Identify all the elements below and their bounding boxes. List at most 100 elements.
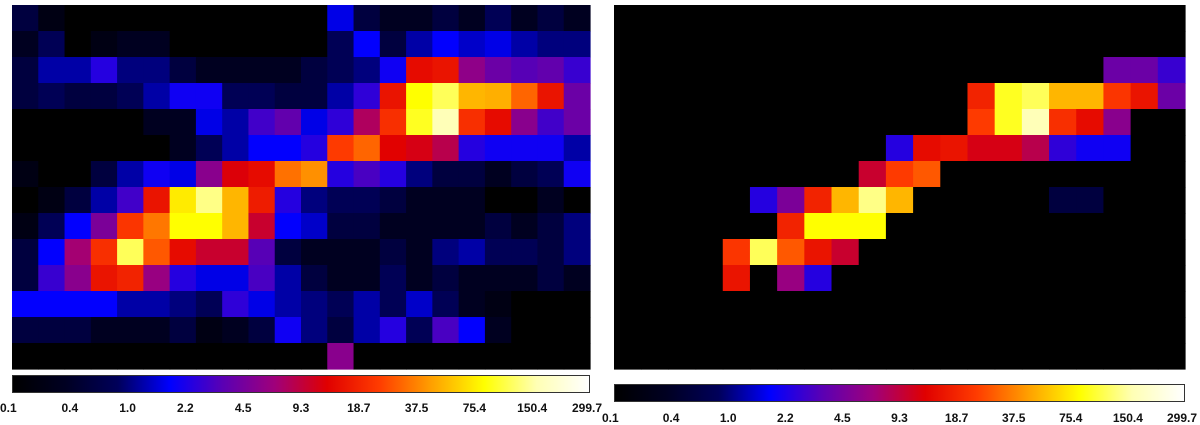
heatmap-cell (722, 83, 751, 110)
heatmap-cell (458, 239, 486, 266)
heatmap-cell (301, 343, 328, 370)
colorbar-tick-label: 2.2 (177, 401, 194, 415)
heatmap-cell (1021, 317, 1050, 344)
heatmap-cell (1130, 213, 1159, 240)
heatmap-cell (379, 265, 407, 292)
heatmap-cell (274, 343, 302, 370)
heatmap-cell (940, 187, 969, 214)
heatmap-cell (831, 239, 860, 266)
heatmap-cell (695, 213, 724, 240)
heatmap-cell (222, 343, 250, 370)
heatmap-cell (511, 31, 539, 58)
heatmap-cell (117, 109, 144, 136)
heatmap-cell (406, 343, 433, 370)
heatmap-cell (484, 239, 512, 266)
heatmap-cell (222, 187, 250, 214)
heatmap-cell (641, 187, 669, 214)
heatmap-cell (831, 5, 860, 32)
heatmap-cell (432, 343, 460, 370)
heatmap-cell (195, 213, 223, 240)
heatmap-cell (641, 291, 669, 318)
heatmap-cell (222, 291, 250, 318)
heatmap-cell (885, 57, 914, 84)
heatmap-cell (90, 291, 118, 318)
heatmap-cell (12, 83, 39, 110)
heatmap-cell (38, 5, 66, 32)
heatmap-cell (327, 135, 355, 162)
heatmap-cell (563, 291, 591, 318)
heatmap-cell (994, 83, 1023, 110)
heatmap-cell (967, 291, 996, 318)
heatmap-cell (353, 239, 381, 266)
heatmap-cell (994, 265, 1023, 292)
heatmap-cell (1157, 109, 1186, 136)
heatmap-cell (695, 291, 724, 318)
heatmap-cell (913, 31, 941, 58)
heatmap-cell (511, 161, 539, 188)
heatmap-cell (143, 57, 171, 84)
heatmap-cell (967, 187, 996, 214)
heatmap-cell (12, 161, 39, 188)
heatmap-cell (777, 187, 805, 214)
heatmap-cell (1076, 57, 1105, 84)
heatmap-cell (379, 109, 407, 136)
heatmap-cell (1130, 291, 1159, 318)
heatmap-cell (967, 135, 996, 162)
heatmap-cell (668, 213, 697, 240)
heatmap-cell (858, 213, 887, 240)
colorbar-tick-label: 150.4 (1112, 411, 1143, 425)
heatmap-cell (274, 291, 302, 318)
heatmap-cell (1103, 343, 1132, 370)
heatmap-cell (248, 187, 276, 214)
heatmap-cell (222, 31, 250, 58)
heatmap-cell (64, 31, 92, 58)
heatmap-cell (169, 265, 197, 292)
heatmap-cell (511, 135, 539, 162)
heatmap-cell (668, 135, 697, 162)
heatmap-cell (722, 317, 751, 344)
heatmap-cell (994, 135, 1023, 162)
heatmap-cell (511, 291, 539, 318)
heatmap-cell (1103, 265, 1132, 292)
heatmap-cell (1103, 291, 1132, 318)
heatmap-cell (722, 291, 751, 318)
heatmap-cell (301, 83, 328, 110)
heatmap-cell (777, 265, 805, 292)
left-heatmap-panel: 0.1 0.4 1.0 2.2 4.5 9.3 18.7 37.5 75.4 150.4 299.7 (0, 5, 602, 415)
heatmap-cell (913, 161, 941, 188)
heatmap-cell (1049, 187, 1077, 214)
heatmap-cell (169, 83, 197, 110)
heatmap-cell (722, 187, 751, 214)
heatmap-cell (301, 317, 328, 344)
colorbar-tick-label: 299.7 (1166, 411, 1198, 425)
heatmap-cell (169, 291, 197, 318)
heatmap-cell (379, 83, 407, 110)
heatmap-cell (484, 343, 512, 370)
heatmap-cell (301, 187, 328, 214)
heatmap-cell (994, 109, 1023, 136)
heatmap-cell (12, 57, 39, 84)
heatmap-cell (12, 239, 39, 266)
heatmap-cell (537, 135, 565, 162)
heatmap-cell (563, 83, 591, 110)
heatmap-cell (804, 109, 833, 136)
heatmap-cell (940, 57, 969, 84)
heatmap-cell (831, 213, 860, 240)
heatmap-cell (222, 109, 250, 136)
heatmap-cell (64, 343, 92, 370)
heatmap-cell (195, 291, 223, 318)
heatmap-cell (614, 317, 642, 344)
heatmap-cell (885, 31, 914, 58)
heatmap-cell (804, 317, 833, 344)
heatmap-cell (1103, 239, 1132, 266)
heatmap-cell (195, 109, 223, 136)
heatmap-cell (858, 317, 887, 344)
heatmap-cell (64, 317, 92, 344)
heatmap-cell (143, 109, 171, 136)
heatmap-cell (458, 265, 486, 292)
colorbar-tick-label: 37.5 (404, 401, 429, 415)
heatmap-cell (885, 161, 914, 188)
heatmap-cell (38, 57, 66, 84)
heatmap-cell (12, 213, 39, 240)
heatmap-cell (858, 343, 887, 370)
